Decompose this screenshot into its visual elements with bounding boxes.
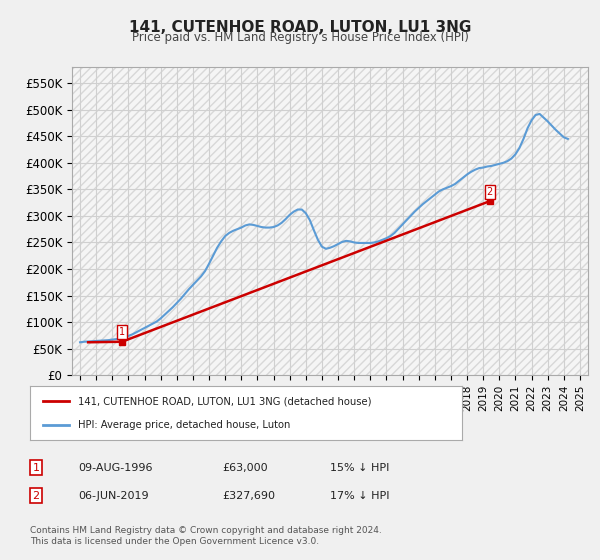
Text: 2: 2 <box>32 491 40 501</box>
Text: £63,000: £63,000 <box>222 463 268 473</box>
Text: 141, CUTENHOE ROAD, LUTON, LU1 3NG: 141, CUTENHOE ROAD, LUTON, LU1 3NG <box>129 20 471 35</box>
Text: £327,690: £327,690 <box>222 491 275 501</box>
Text: 2: 2 <box>487 186 493 197</box>
Text: 1: 1 <box>32 463 40 473</box>
Text: 1: 1 <box>119 327 125 337</box>
Text: 17% ↓ HPI: 17% ↓ HPI <box>330 491 389 501</box>
Text: 15% ↓ HPI: 15% ↓ HPI <box>330 463 389 473</box>
Text: 141, CUTENHOE ROAD, LUTON, LU1 3NG (detached house): 141, CUTENHOE ROAD, LUTON, LU1 3NG (deta… <box>77 396 371 407</box>
Text: HPI: Average price, detached house, Luton: HPI: Average price, detached house, Luto… <box>77 419 290 430</box>
Text: Price paid vs. HM Land Registry's House Price Index (HPI): Price paid vs. HM Land Registry's House … <box>131 31 469 44</box>
Text: Contains HM Land Registry data © Crown copyright and database right 2024.
This d: Contains HM Land Registry data © Crown c… <box>30 526 382 546</box>
Text: 06-JUN-2019: 06-JUN-2019 <box>78 491 149 501</box>
Text: 09-AUG-1996: 09-AUG-1996 <box>78 463 152 473</box>
